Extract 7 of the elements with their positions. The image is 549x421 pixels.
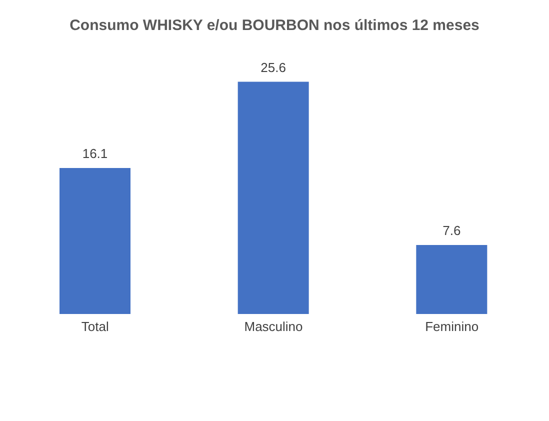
- chart-title: Consumo WHISKY e/ou BOURBON nos últimos 12 meses: [68, 17, 480, 34]
- data-label: 16.1: [82, 146, 108, 161]
- x-tick-label: Total: [81, 319, 110, 334]
- x-tick-label: Feminino: [425, 319, 479, 334]
- x-tick-label: Masculino: [244, 319, 303, 334]
- data-label: 25.6: [260, 60, 286, 75]
- data-label: 7.6: [442, 223, 461, 238]
